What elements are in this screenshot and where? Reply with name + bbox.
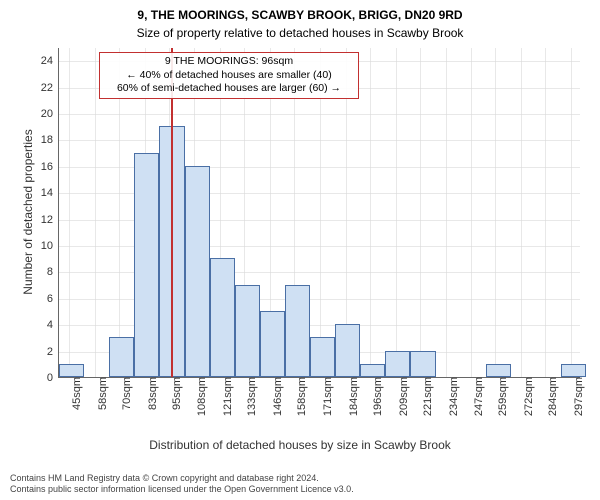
gridline-vertical (571, 48, 572, 377)
x-tick-label: 272sqm (517, 377, 535, 416)
annotation-line: 60% of semi-detached houses are larger (… (104, 82, 354, 96)
histogram-bar (285, 285, 310, 377)
annotation-line: ← 40% of detached houses are smaller (40… (104, 69, 354, 83)
histogram-bar (335, 324, 360, 377)
histogram-bar (134, 153, 159, 377)
x-tick-label: 108sqm (190, 377, 208, 416)
y-tick-label: 12 (41, 214, 59, 226)
x-tick-label: 171sqm (316, 377, 334, 416)
footer-line1: Contains HM Land Registry data © Crown c… (10, 473, 354, 485)
chart-title-line2: Size of property relative to detached ho… (0, 26, 600, 40)
gridline-vertical (521, 48, 522, 377)
gridline-vertical (95, 48, 96, 377)
x-tick-label: 121sqm (216, 377, 234, 416)
histogram-bar (360, 364, 385, 377)
y-tick-label: 24 (41, 55, 59, 67)
gridline-vertical (420, 48, 421, 377)
y-tick-label: 4 (47, 319, 59, 331)
histogram-bar (210, 258, 235, 377)
y-tick-label: 2 (47, 346, 59, 358)
x-tick-label: 247sqm (467, 377, 485, 416)
annotation-line: 9 THE MOORINGS: 96sqm (104, 55, 354, 69)
y-tick-label: 0 (47, 372, 59, 384)
y-tick-label: 10 (41, 240, 59, 252)
x-tick-label: 83sqm (141, 377, 159, 410)
y-axis-label: Number of detached properties (21, 112, 35, 312)
y-tick-label: 16 (41, 161, 59, 173)
histogram-bar (410, 351, 435, 377)
y-tick-label: 6 (47, 293, 59, 305)
histogram-bar (310, 337, 335, 377)
footer-line2: Contains public sector information licen… (10, 484, 354, 496)
x-tick-label: 196sqm (366, 377, 384, 416)
x-tick-label: 284sqm (541, 377, 559, 416)
gridline-vertical (495, 48, 496, 377)
histogram-bar (486, 364, 511, 377)
x-tick-label: 259sqm (491, 377, 509, 416)
x-tick-label: 133sqm (240, 377, 258, 416)
histogram-bar (59, 364, 84, 377)
x-tick-label: 234sqm (442, 377, 460, 416)
footer-attribution: Contains HM Land Registry data © Crown c… (10, 473, 354, 496)
annotation-box: 9 THE MOORINGS: 96sqm← 40% of detached h… (99, 52, 359, 99)
histogram-bar (185, 166, 210, 377)
histogram-bar (235, 285, 260, 377)
plot-area: 02468101214161820222445sqm58sqm70sqm83sq… (58, 48, 580, 378)
x-axis-label: Distribution of detached houses by size … (0, 438, 600, 452)
histogram-bar (385, 351, 410, 377)
histogram-bar (109, 337, 134, 377)
gridline-vertical (446, 48, 447, 377)
histogram-bar (561, 364, 586, 377)
x-tick-label: 209sqm (392, 377, 410, 416)
x-tick-label: 45sqm (65, 377, 83, 410)
chart-title-line1: 9, THE MOORINGS, SCAWBY BROOK, BRIGG, DN… (0, 8, 600, 22)
y-tick-label: 22 (41, 82, 59, 94)
histogram-bar (260, 311, 285, 377)
histogram-chart: 9, THE MOORINGS, SCAWBY BROOK, BRIGG, DN… (0, 0, 600, 500)
y-tick-label: 20 (41, 108, 59, 120)
x-tick-label: 70sqm (115, 377, 133, 410)
y-tick-label: 8 (47, 266, 59, 278)
x-tick-label: 95sqm (165, 377, 183, 410)
gridline-vertical (545, 48, 546, 377)
y-tick-label: 18 (41, 134, 59, 146)
gridline-vertical (370, 48, 371, 377)
x-tick-label: 58sqm (91, 377, 109, 410)
gridline-vertical (396, 48, 397, 377)
gridline-vertical (471, 48, 472, 377)
gridline-vertical (69, 48, 70, 377)
x-tick-label: 146sqm (266, 377, 284, 416)
y-tick-label: 14 (41, 187, 59, 199)
x-tick-label: 297sqm (567, 377, 585, 416)
x-tick-label: 184sqm (342, 377, 360, 416)
x-tick-label: 221sqm (416, 377, 434, 416)
x-tick-label: 158sqm (290, 377, 308, 416)
